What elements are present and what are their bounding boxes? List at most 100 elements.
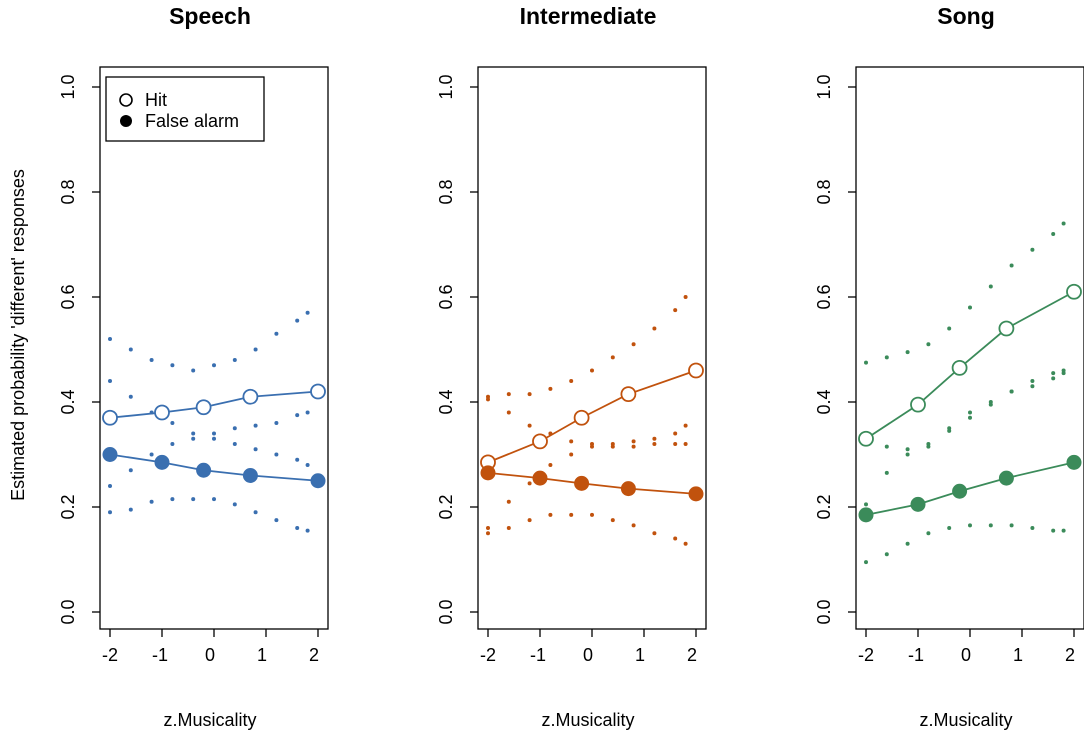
ci-dot [305,463,310,467]
ci-dot [1030,384,1035,389]
ci-dot [968,523,972,528]
ci-dotted-curve [486,512,688,546]
ci-dot [232,358,237,362]
ci-dot [191,497,196,502]
x-tick-label: -1 [152,645,168,665]
series-hit [480,362,704,471]
ci-dot [905,447,910,452]
ci-dot [864,360,868,365]
ci-dot [884,355,889,360]
ci-dotted-curve [108,497,310,533]
panel-intermediate: Intermediate 0.0 0.2 0.4 0.6 0.8 1.0 -2 … [436,3,707,730]
ci-dot [506,499,511,504]
x-tick-label: -2 [858,645,874,665]
ci-dot [673,308,678,313]
panel-intermediate-x-axis-label: z.Musicality [541,710,634,730]
ci-dot [652,442,657,446]
data-point [858,507,874,523]
series-line [865,461,1075,516]
ci-dot [1051,528,1056,533]
ci-dot [569,439,574,444]
ci-dot [274,452,279,457]
ci-dot [1009,389,1014,394]
ci-dot [274,331,279,336]
ci-dot [506,410,511,415]
ci-dot [590,368,594,373]
panel-song-x-axis: -2 -1 0 1 2 [858,645,1075,665]
ci-dot [232,426,237,431]
ci-dot [295,457,300,462]
x-tick-label: -2 [480,645,496,665]
ci-dot [295,413,300,418]
y-tick-label: 0.8 [436,179,456,204]
data-point [1066,454,1082,470]
ci-dot [968,410,972,415]
ci-dot [548,463,553,467]
panel-intermediate-x-axis: -2 -1 0 1 2 [480,645,697,665]
ci-dot [631,439,636,444]
ci-dot [988,523,993,528]
y-tick-label: 1.0 [436,74,456,99]
ci-dot [1030,526,1035,530]
x-tick-label: 1 [635,645,645,665]
ci-dot [905,350,910,355]
ci-dot [988,284,993,289]
ci-dot [212,363,216,368]
ci-dot [884,470,889,475]
ci-dot [905,452,910,457]
ci-dot [486,531,490,536]
ci-dot [926,342,931,347]
y-tick-label: 0.2 [436,494,456,519]
ci-dot [926,531,931,536]
data-point [688,362,704,379]
ci-dot [128,347,133,352]
panel-intermediate-y-axis: 0.0 0.2 0.4 0.6 0.8 1.0 [436,74,456,624]
data-point [102,447,118,462]
data-point [532,470,548,486]
ci-dotted-curve [108,379,310,467]
x-tick-label: -2 [102,645,118,665]
data-point [154,404,170,421]
ci-dot [968,305,972,310]
ci-dot [652,326,657,331]
ci-dot [170,442,175,446]
panel-speech-x-axis-label: z.Musicality [163,710,256,730]
ci-dot [108,379,112,383]
panel-song-y-axis: 0.0 0.2 0.4 0.6 0.8 1.0 [814,74,834,624]
legend: Hit False alarm [105,76,265,142]
y-tick-label: 0.8 [58,179,78,204]
y-tick-label: 0.4 [58,389,78,414]
series-line [109,390,319,419]
panel-intermediate-title: Intermediate [520,3,657,29]
panel-song-title: Song [937,3,995,29]
ci-dot [108,510,112,515]
ci-dot [1009,263,1014,268]
series-hit [858,283,1082,447]
x-tick-label: 1 [1013,645,1023,665]
ci-dot [884,552,889,557]
ci-dot [486,397,490,402]
ci-dot [274,421,279,425]
ci-dot [295,318,300,323]
x-tick-label: 0 [961,645,971,665]
series-line [109,453,319,482]
ci-dot [274,518,279,523]
ci-dot [108,337,112,341]
y-tick-label: 0.6 [814,284,834,309]
panel-intermediate-marks [480,295,704,546]
data-point [998,470,1014,486]
ci-dot [590,442,594,446]
y-axis-label: Estimated probability 'different' respon… [8,169,28,501]
ci-dot [128,468,133,473]
y-tick-label: 0.6 [436,284,456,309]
series-false-alarm [480,465,704,502]
y-tick-label: 1.0 [814,74,834,99]
y-tick-label: 0.6 [58,284,78,309]
data-point [574,475,590,491]
ci-dot [947,326,952,331]
data-point [620,481,636,497]
data-point [910,396,926,413]
panel-speech: Speech 0.0 0.2 0.4 0.6 0.8 1.0 -2 -1 0 1… [58,3,329,730]
ci-dot [1051,371,1056,376]
ci-dot [128,394,133,399]
